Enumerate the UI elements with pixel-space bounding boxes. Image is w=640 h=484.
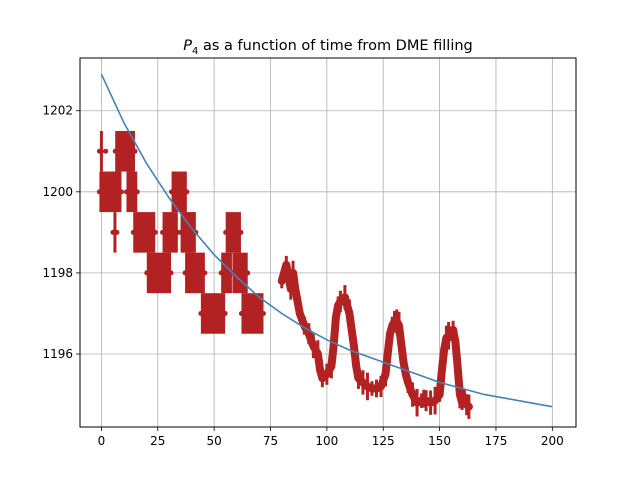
data-point [238,310,244,316]
data-point [144,270,150,276]
data-point [96,189,102,195]
data-point [103,148,109,154]
data-point [132,148,138,154]
data-point [260,310,266,316]
x-tick-label: 75 [263,434,278,448]
data-point [245,270,251,276]
data-layer [96,130,473,419]
tick-layer: 0 25 50 75 100 125 150 175 200 1196 1198 1200 1202 [42,104,563,448]
fit-curve [100,73,553,408]
data-point [123,189,129,195]
data-point [152,229,158,235]
data-point [198,310,204,316]
data-point [168,270,174,276]
x-tick-label: 100 [315,434,338,448]
fit-layer [100,73,553,408]
x-tick-label: 0 [98,434,106,448]
plot-frame [79,57,577,428]
x-tick-label: 175 [485,434,508,448]
y-tick-label: 1198 [42,266,73,280]
y-tick-label: 1200 [42,185,73,199]
data-point [222,310,228,316]
chart-title: P4 as a function of time from DME fillin… [183,38,473,57]
data-point [110,229,116,235]
data-point [169,189,175,195]
data-point [114,229,120,235]
x-tick-label: 150 [428,434,451,448]
y-tick-label: 1196 [42,347,73,361]
data-point [218,270,224,276]
data-point [178,229,184,235]
data-point [182,270,188,276]
data-point [166,229,172,235]
data-point [130,229,136,235]
data-point [134,189,140,195]
data-point [238,229,244,235]
data-point [112,148,118,154]
data-point [223,229,229,235]
y-tick-label: 1202 [42,104,73,118]
data-point [202,270,208,276]
data-point [160,229,166,235]
x-tick-label: 50 [207,434,222,448]
x-tick-label: 125 [372,434,395,448]
x-tick-label: 200 [541,434,564,448]
chart-title-text: as a function of time from DME filling [198,38,472,54]
data-point [184,189,190,195]
data-point [96,148,102,154]
data-point [118,189,124,195]
chart-title-var: P [183,38,192,54]
chart-title-subscript: 4 [192,46,198,57]
x-tick-label: 25 [150,434,165,448]
